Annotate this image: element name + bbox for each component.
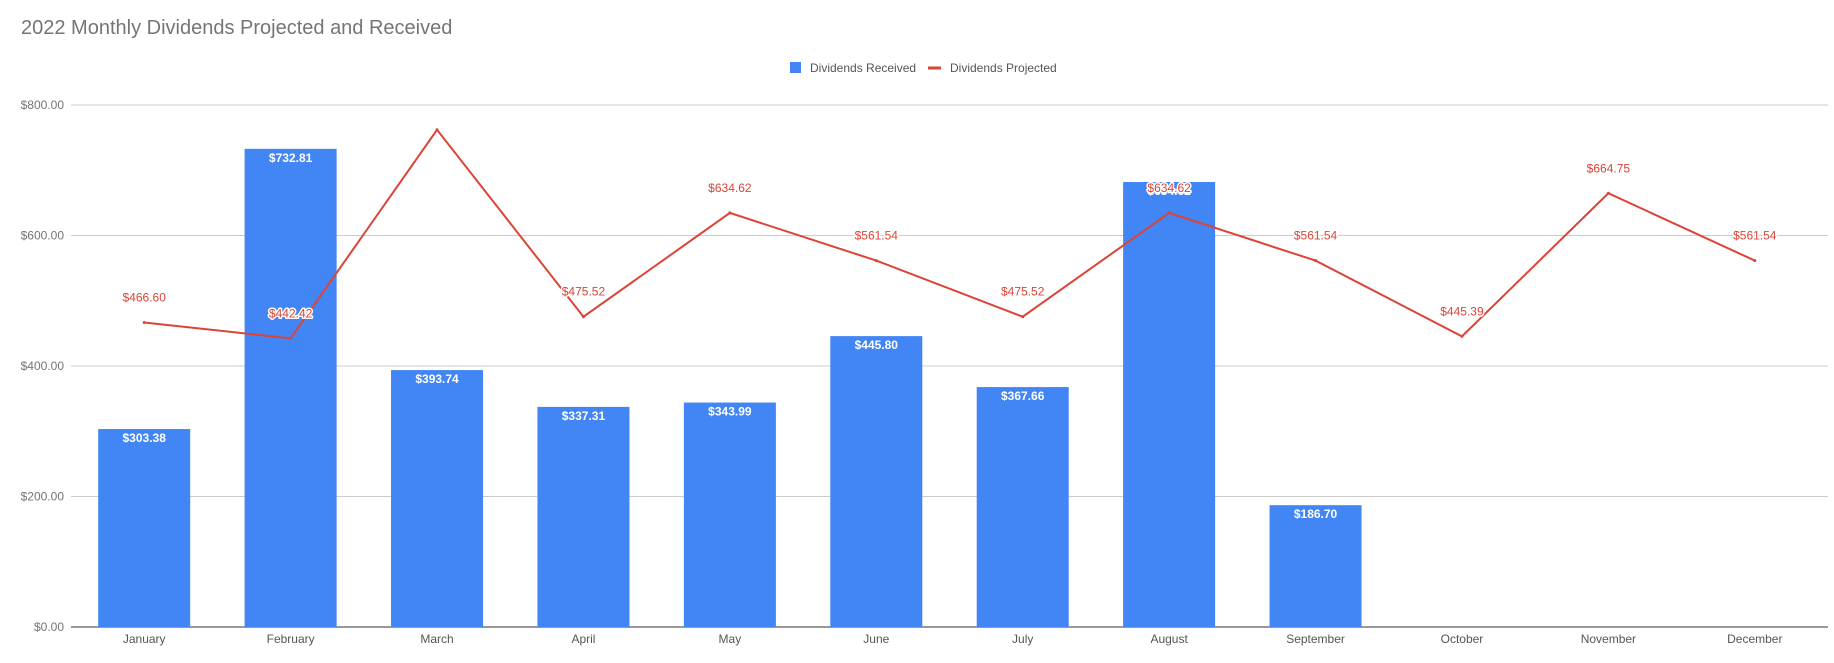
bar-data-label: $445.80	[855, 338, 899, 352]
line-data-label: $561.54	[1294, 229, 1338, 243]
x-tick-label: June	[863, 632, 889, 646]
bar-data-label: $337.31	[562, 409, 606, 423]
bar-data-label: $367.66	[1001, 389, 1045, 403]
line-point	[581, 315, 585, 319]
y-tick-label: $0.00	[34, 620, 64, 634]
bar	[683, 402, 776, 627]
projected-line	[144, 128, 1756, 340]
y-tick-label: $800.00	[21, 98, 65, 112]
y-tick-label: $200.00	[21, 490, 65, 504]
bar	[1269, 505, 1362, 627]
line-point	[142, 321, 146, 325]
line-point	[1167, 211, 1171, 215]
bar	[1123, 181, 1216, 627]
x-tick-label: January	[123, 632, 166, 646]
x-tick-label: April	[571, 632, 595, 646]
line-data-label: $475.52	[562, 285, 606, 299]
line-data-label: $634.62	[708, 181, 752, 195]
chart-title: 2022 Monthly Dividends Projected and Rec…	[21, 17, 453, 39]
line-data-label: $445.39	[1440, 304, 1484, 318]
line-point	[289, 336, 293, 340]
legend-swatch-received	[790, 62, 801, 73]
legend-label-received: Dividends Received	[810, 61, 916, 75]
bar-data-label: $732.81	[269, 151, 313, 165]
bar	[391, 370, 484, 627]
legend-label-projected: Dividends Projected	[950, 61, 1057, 75]
bar-data-label: $343.99	[708, 405, 752, 419]
line-data-label: $475.52	[1001, 285, 1045, 299]
bar	[976, 387, 1069, 627]
line-data-label: $561.54	[1733, 229, 1777, 243]
line-point	[1314, 259, 1318, 263]
line-point	[1021, 315, 1025, 319]
line-point	[1753, 259, 1757, 263]
bar-data-label: $393.74	[415, 372, 459, 386]
x-tick-label: September	[1286, 632, 1345, 646]
bar-data-label: $303.38	[123, 431, 167, 445]
line-point	[1460, 334, 1464, 338]
line-point	[728, 211, 732, 215]
x-tick-label: March	[420, 632, 453, 646]
line-point	[1606, 191, 1610, 195]
line-data-label: $664.75	[1587, 161, 1631, 175]
x-tick-label: December	[1727, 632, 1782, 646]
bar	[537, 406, 630, 627]
bar-data-label: $634.62	[1147, 184, 1191, 198]
line-point	[874, 259, 878, 263]
line-data-label: $466.60	[123, 291, 167, 305]
y-tick-label: $400.00	[21, 359, 65, 373]
line-data-label: $561.54	[855, 229, 899, 243]
bar	[830, 336, 923, 627]
line-data-label: $442.42	[269, 306, 313, 320]
bar	[244, 148, 337, 627]
x-tick-label: May	[719, 632, 742, 646]
y-tick-label: $600.00	[21, 229, 65, 243]
x-tick-label: August	[1150, 632, 1188, 646]
bar-data-label: $186.70	[1294, 507, 1338, 521]
bar	[98, 429, 191, 627]
x-tick-label: October	[1441, 632, 1484, 646]
line-data-label: $634.62	[1147, 181, 1191, 195]
line-point	[435, 128, 439, 132]
x-tick-label: February	[267, 632, 315, 646]
x-tick-label: November	[1581, 632, 1636, 646]
x-tick-label: July	[1012, 632, 1033, 646]
